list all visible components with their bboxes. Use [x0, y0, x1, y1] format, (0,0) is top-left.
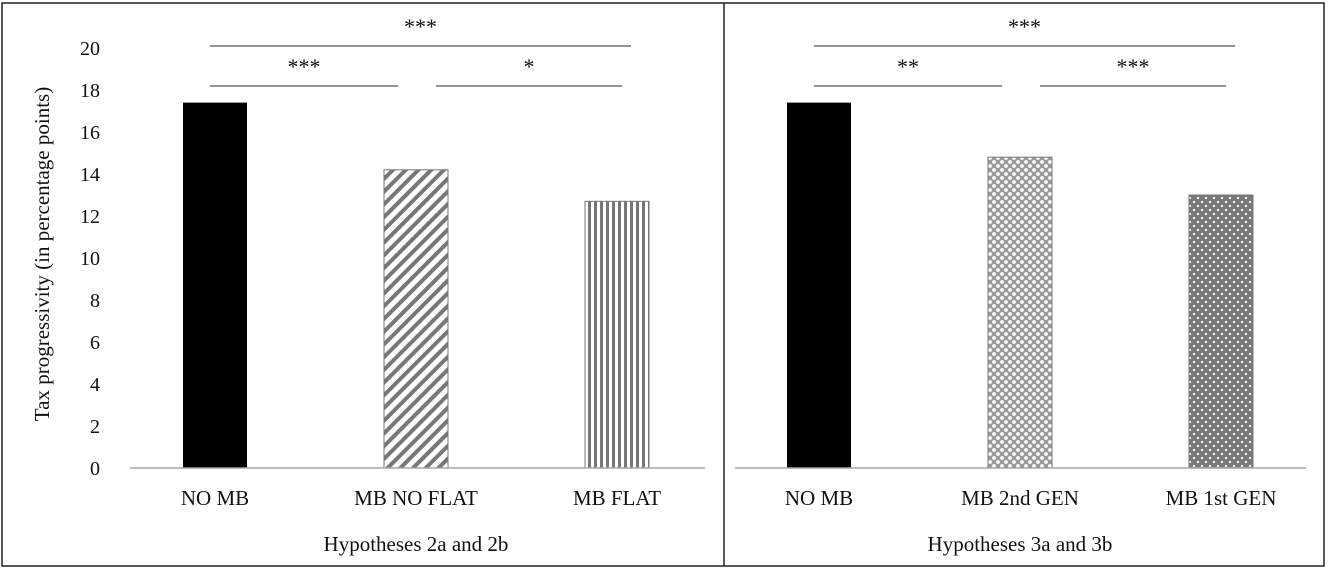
- x-tick-label: NO MB: [181, 486, 249, 510]
- bar: [584, 200, 650, 469]
- y-tick-label: 8: [90, 290, 100, 312]
- x-tick-label: MB FLAT: [573, 486, 661, 510]
- bar: [1188, 194, 1254, 469]
- significance-label: ***: [404, 14, 437, 39]
- y-tick-label: 16: [80, 122, 100, 144]
- bar: [987, 156, 1053, 469]
- y-tick-label: 12: [80, 206, 100, 228]
- y-tick-label: 14: [80, 164, 100, 186]
- bar: [183, 102, 247, 468]
- x-tick-label: MB NO FLAT: [354, 486, 478, 510]
- significance-label: ***: [1008, 14, 1041, 39]
- panel-hypotheses-3: NO MB MB 2nd GEN MB 1st GEN Hypotheses 3a a…: [735, 14, 1306, 556]
- panel-x-label: Hypotheses 3a and 3b: [928, 532, 1113, 556]
- y-tick-label: 20: [80, 38, 100, 60]
- y-tick-label: 18: [80, 80, 100, 102]
- y-tick-label: 2: [90, 416, 100, 438]
- y-tick-label: 4: [90, 374, 100, 396]
- bar: [383, 169, 449, 469]
- y-tick-label: 10: [80, 248, 100, 270]
- y-axis-ticks: 0 2 4 6 8 10 12 14 16 18 20: [80, 38, 100, 480]
- y-tick-label: 6: [90, 332, 100, 354]
- x-tick-label: NO MB: [785, 486, 853, 510]
- bar: [787, 102, 851, 468]
- panel-x-label: Hypotheses 2a and 2b: [324, 532, 509, 556]
- significance-label: ***: [288, 54, 321, 79]
- significance-label: ***: [1117, 54, 1150, 79]
- significance-label: **: [897, 54, 919, 79]
- y-tick-label: 0: [90, 458, 100, 480]
- x-tick-label: MB 2nd GEN: [961, 486, 1079, 510]
- panel-hypotheses-2: NO MB MB NO FLAT MB FLAT Hypotheses 2a and …: [130, 14, 705, 556]
- y-axis-title: Tax progressivity (in percentage points): [30, 87, 54, 421]
- significance-label: *: [524, 54, 535, 79]
- x-tick-label: MB 1st GEN: [1166, 486, 1277, 510]
